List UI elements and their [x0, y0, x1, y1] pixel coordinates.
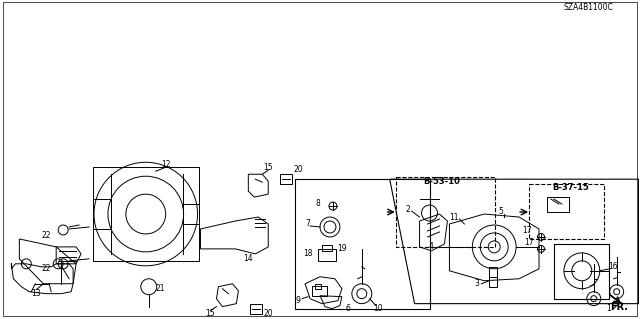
Bar: [322, 245, 332, 251]
Bar: [318, 249, 336, 261]
Text: 8: 8: [316, 199, 321, 208]
Text: 15: 15: [205, 309, 215, 318]
Text: 5: 5: [499, 207, 504, 216]
Text: 15: 15: [264, 163, 273, 172]
Text: 22: 22: [42, 264, 51, 273]
Bar: [489, 267, 497, 287]
Bar: [250, 304, 262, 314]
Bar: [529, 184, 604, 239]
Text: 19: 19: [337, 244, 347, 253]
Text: 3: 3: [475, 279, 480, 288]
Text: 6: 6: [346, 304, 350, 313]
Bar: [312, 286, 327, 296]
Text: 13: 13: [31, 289, 41, 298]
Text: 16: 16: [608, 262, 618, 271]
Text: FR.: FR.: [610, 302, 628, 312]
Text: SZA4B1100C: SZA4B1100C: [564, 4, 614, 12]
Text: 1: 1: [606, 304, 611, 313]
Bar: [547, 197, 569, 212]
Text: 21: 21: [156, 284, 166, 293]
Bar: [554, 244, 609, 299]
Text: 17: 17: [522, 226, 532, 235]
Text: 20: 20: [264, 309, 273, 318]
Text: 11: 11: [450, 212, 459, 221]
Text: 9: 9: [296, 296, 301, 305]
Bar: [295, 179, 429, 308]
Text: B-53-10: B-53-10: [423, 177, 460, 186]
Bar: [315, 284, 321, 289]
Text: 7: 7: [306, 219, 310, 228]
Text: 17: 17: [524, 238, 534, 248]
Text: 22: 22: [42, 232, 51, 241]
Text: B-37-15: B-37-15: [552, 183, 589, 192]
Text: 18: 18: [303, 249, 313, 258]
Text: 10: 10: [373, 304, 383, 313]
Text: 4: 4: [429, 242, 434, 251]
Bar: [93, 167, 198, 261]
Text: 12: 12: [161, 160, 170, 169]
Text: 20: 20: [293, 165, 303, 174]
Bar: [396, 177, 495, 247]
Bar: [280, 174, 292, 184]
Text: 2: 2: [405, 204, 410, 213]
Text: 14: 14: [243, 254, 253, 263]
